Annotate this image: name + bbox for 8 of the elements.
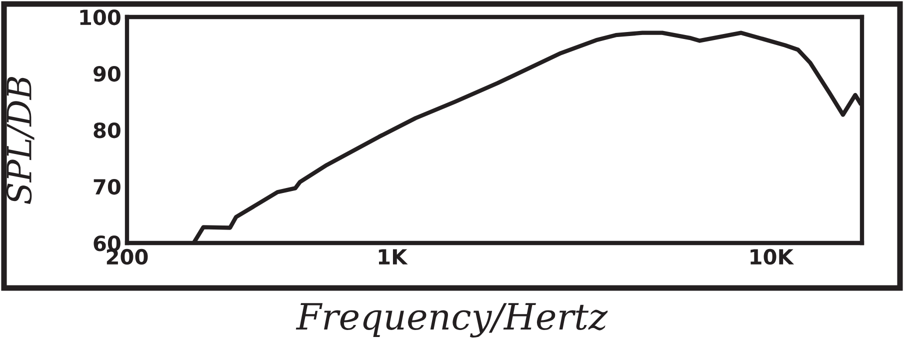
y-tick-label: 100 bbox=[80, 9, 120, 26]
y-tick-label: 90 bbox=[94, 66, 120, 82]
y-tick-label: 70 bbox=[94, 178, 120, 195]
x-tick-label: 1K bbox=[378, 249, 408, 264]
x-tick-label: 10K bbox=[750, 248, 794, 265]
y-tick-label: 80 bbox=[94, 122, 120, 138]
x-axis-title: Frequency/Hertz bbox=[296, 303, 608, 338]
y-axis-title: SPL/DB bbox=[6, 76, 34, 204]
